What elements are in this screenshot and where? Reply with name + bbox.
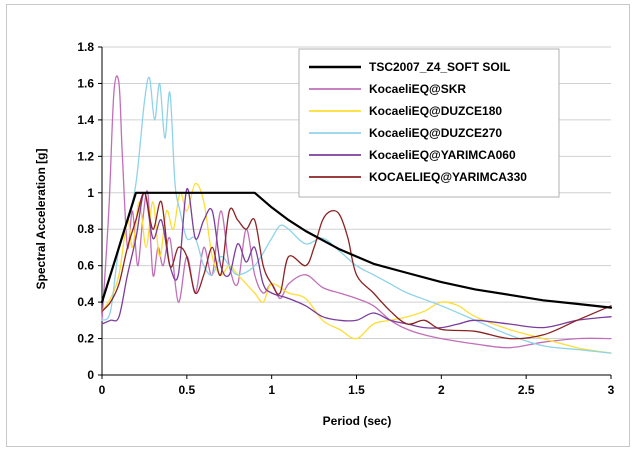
legend: TSC2007_Z4_SOFT SOIL KocaeliEQ@SKR Kocaeli… [298,48,560,198]
x-tick-label: 2 [438,383,445,397]
x-tick-label: 1 [268,383,275,397]
legend-label-0: TSC2007_Z4_SOFT SOIL [369,60,510,74]
x-tick-label: 1.5 [348,383,365,397]
y-tick-label: 0.2 [77,332,94,346]
x-tick-label: 0 [99,383,106,397]
chart-frame: 0 0.2 0.4 0.6 0.8 1 1.2 1.4 1.6 1.8 0 0.5 1 1.5 2 2.5 3 … [6,4,630,447]
y-tick-label: 0.6 [77,259,94,273]
x-tick-label: 2.5 [518,383,535,397]
chart-svg: 00.20.40.60.811.21.41.61.80 0.5 1 1.5 2 2.5 3 … [34,40,615,428]
x-axis-title: Period (sec) [323,414,392,428]
legend-label-1: KocaeliEQ@SKR [369,82,466,96]
legend-label-3: KocaeliEQ@DUZCE270 [369,126,502,140]
legend-label-2: KocaeliEQ@DUZCE180 [369,104,502,118]
series-line-0 [100,191,613,309]
legend-label-5: KOCAELIEQ@YARIMCA330 [369,170,527,184]
legend-label-4: KocaeliEQ@YARIMCA060 [369,148,516,162]
x-tick-label: 0.5 [178,383,195,397]
y-tick-label: 1.2 [77,149,94,163]
legend-box [298,48,560,198]
y-tick-label: 1.6 [77,76,94,90]
series-line-4 [101,188,612,329]
y-tick-label: 1.4 [77,113,94,127]
series-line-3 [101,76,612,354]
y-tick-label: 1 [87,186,94,200]
y-tick-label: 1.8 [77,40,94,54]
x-tick-label: 3 [608,383,615,397]
series-layer [100,75,613,354]
axis-layer: 0 0.2 0.4 0.6 0.8 1 1.2 1.4 1.6 1.8 0 0.5 1 1.5 2 2.5 3 [77,40,614,397]
y-tick-label: 0.4 [77,295,94,309]
series-line-1 [101,75,612,349]
y-tick-label: 0.8 [77,222,94,236]
series-line-5 [101,192,612,340]
y-axis-title: Spectral Acceleration [g] [34,149,48,290]
y-tick-label: 0 [87,368,94,382]
